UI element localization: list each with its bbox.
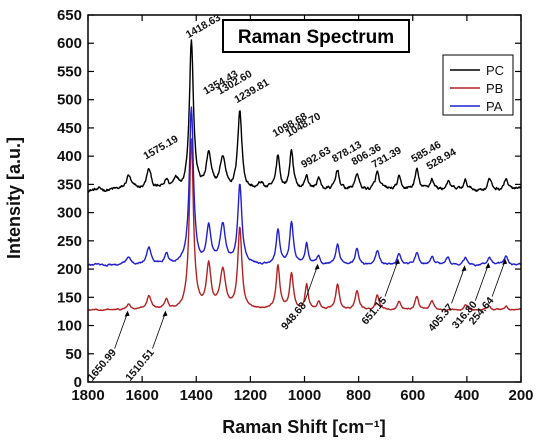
peak-pointer [114,312,128,349]
x-tick-label: 1200 [234,387,267,404]
peak-pointer [451,267,465,304]
y-tick-label: 550 [57,63,82,80]
legend-label-pb: PB [486,81,503,96]
y-tick-label: 400 [57,148,82,165]
peak-pointer [384,260,399,297]
x-tick-label: 200 [508,387,533,404]
peak-pointer-head [485,262,491,269]
y-tick-label: 450 [57,120,82,137]
x-axis-title: Raman Shift [cm⁻¹] [222,417,386,437]
x-tick-label: 1400 [180,387,213,404]
y-tick-label: 500 [57,92,82,109]
y-tick-label: 300 [57,205,82,222]
x-tick-label: 1600 [125,387,158,404]
series-line-pb [87,138,522,312]
x-tick-label: 1000 [288,387,321,404]
legend: PC PB PA [442,54,514,116]
y-tick-label: 250 [57,233,82,250]
y-tick-label: 200 [57,261,82,278]
peak-pointer-head [394,258,400,265]
peak-pointer-head [461,265,467,272]
peak-pointer [474,264,489,301]
series-line-pa [87,106,522,267]
peak-pointer-head [124,310,130,317]
title-frame [222,19,410,53]
x-tick-label: 400 [454,387,479,404]
axis-ticks: 1800 1600 1400 1200 1000 800 600 400 200 0 50 100 15… [57,7,534,404]
y-tick-label: 650 [57,7,82,24]
peak-pointer [152,312,166,349]
x-tick-label: 1800 [71,387,104,404]
peak-pointer-head [162,310,168,317]
chart-title: Raman Spectrum [238,27,394,48]
legend-frame [442,54,514,116]
peak-pointer-head [502,258,508,265]
peak-pointer [491,260,506,297]
y-tick-label: 100 [57,318,82,335]
spectrum-curves [87,39,522,312]
x-tick-label: 600 [400,387,425,404]
y-tick-label: 350 [57,176,82,193]
x-tick-label: 800 [346,387,371,404]
series-line-pc [87,39,522,193]
y-tick-label: 50 [65,346,82,363]
y-axis-title: Intensity [a.u.] [4,137,24,259]
y-tick-label: 150 [57,289,82,306]
peak-pointer [304,265,318,302]
legend-label-pa: PA [486,99,503,114]
peak-pointer-head [314,263,320,270]
chart-title-box: Raman Spectrum [222,19,410,53]
legend-label-pc: PC [486,63,504,78]
y-tick-label: 0 [74,374,82,391]
y-tick-label: 600 [57,35,82,52]
